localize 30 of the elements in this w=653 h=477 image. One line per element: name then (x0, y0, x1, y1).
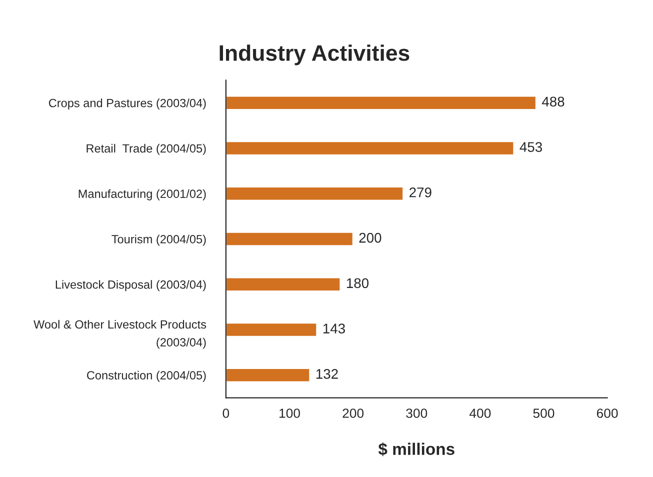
x-tick-label: 300 (406, 408, 428, 418)
bar (226, 276, 342, 292)
x-tick-label: 200 (342, 408, 364, 418)
bar (226, 140, 515, 156)
bar (226, 368, 311, 383)
data-label: 143 (323, 324, 345, 334)
y-tick-label: Livestock Disposal (2003/04) (56, 280, 206, 292)
data-label: 488 (542, 96, 564, 107)
chart-title: Industry Activities (220, 44, 410, 66)
y-tick-label: Crops and Pastures (2003/04) (48, 98, 206, 110)
bar (226, 95, 537, 110)
y-tick-label: Construction (2004/05) (87, 370, 206, 382)
y-tick-label: Manufacturing (2001/02) (78, 189, 206, 200)
x-tick-label: 100 (279, 408, 300, 418)
x-axis-title: $ millions (378, 442, 454, 456)
bar (226, 322, 318, 338)
bar (226, 186, 404, 202)
data-label: 453 (520, 142, 542, 152)
y-tick-label: Retail Trade (2004/05) (86, 144, 206, 155)
y-tick-label: Wool & Other Livestock Products (2003/04) (34, 320, 206, 349)
bar (226, 231, 354, 246)
x-tick-label: 400 (469, 408, 491, 418)
x-tick-label: 600 (596, 408, 618, 418)
data-label: 180 (346, 278, 369, 288)
data-label: 200 (359, 232, 382, 243)
data-label: 132 (316, 369, 338, 379)
y-tick-label: Tourism (2004/05) (112, 234, 206, 246)
data-label: 279 (410, 187, 432, 198)
x-tick-label: 500 (533, 408, 554, 418)
x-tick-label: 0 (222, 408, 230, 418)
